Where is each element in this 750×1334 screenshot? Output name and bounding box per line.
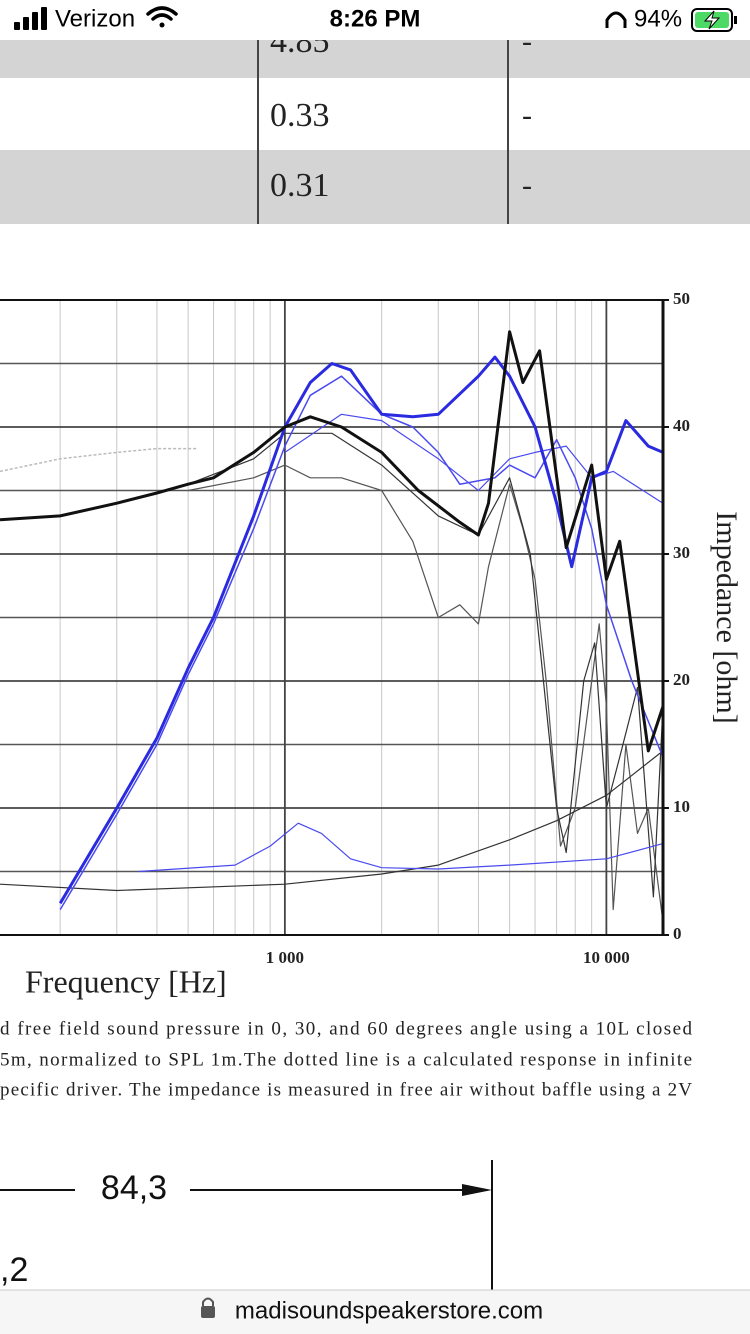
lock-icon: [201, 1297, 215, 1318]
table-row-bg: [0, 78, 750, 150]
table-cell: -: [522, 25, 532, 58]
table-cell: -: [522, 99, 532, 132]
frequency-chart: 1 000 10 000 0 10 20 30 40 50 Frequency [Hz] Impe…: [0, 289, 743, 999]
series-line: [59, 375, 664, 910]
y-tick-label: 50: [673, 289, 690, 308]
table-row-bg: [0, 150, 750, 224]
table-row-bg: [0, 40, 750, 78]
y-tick-label: 20: [673, 670, 690, 689]
series-line: [284, 413, 664, 504]
x-axis-label: Frequency [Hz]: [25, 963, 227, 999]
x-tick-label: 10 000: [583, 948, 630, 967]
battery-icon: [691, 8, 737, 32]
series-line: [187, 432, 664, 898]
series-line: [138, 822, 664, 873]
caption-line: pecific driver. The impedance is measure…: [0, 1079, 692, 1100]
series-line: [0, 447, 197, 473]
carrier: Verizon: [55, 5, 135, 32]
y-axis-label: Impedance [ohm]: [710, 511, 743, 723]
table-cell: -: [522, 169, 532, 202]
signal-icon: [14, 7, 47, 30]
headphones-icon: [605, 11, 627, 28]
y-tick-label: 0: [673, 924, 682, 943]
series-line: [0, 750, 664, 892]
x-tick-label: 1 000: [266, 948, 304, 967]
url-bar[interactable]: [0, 1290, 750, 1334]
y-tick-label: 10: [673, 797, 690, 816]
wifi-icon: [146, 6, 178, 28]
series-line: [0, 330, 665, 753]
table-cell: 0.33: [270, 97, 330, 134]
y-tick-label: 40: [673, 416, 690, 435]
clock: 8:26 PM: [330, 5, 421, 32]
y-tick-label: 30: [673, 543, 690, 562]
battery-percent: 94%: [634, 5, 682, 32]
caption-line: 5m, normalized to SPL 1m.The dotted line…: [0, 1049, 692, 1070]
url[interactable]: madisoundspeakerstore.com: [235, 1297, 543, 1324]
arrow-head: [462, 1184, 492, 1196]
dimension-label: ,2: [0, 1251, 28, 1289]
dimension-label: 84,3: [101, 1169, 167, 1207]
table-cell: 0.31: [270, 167, 330, 204]
caption-line: d free field sound pressure in 0, 30, an…: [0, 1018, 693, 1039]
